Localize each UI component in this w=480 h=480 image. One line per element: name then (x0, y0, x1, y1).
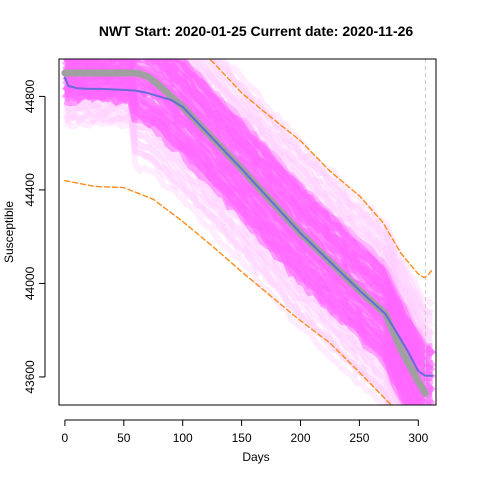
simulation-trajectory (63, 103, 400, 405)
y-tick-label: 43600 (23, 360, 37, 394)
simulation-trajectory (63, 110, 393, 405)
simulation-trajectory (194, 59, 433, 335)
simulation-trajectory (189, 59, 435, 341)
lower-bound-line (64, 179, 393, 405)
simulation-trajectory (169, 59, 436, 360)
x-axis-label: Days (242, 450, 269, 464)
y-axis-label: Susceptible (2, 201, 16, 263)
x-tick-label: 250 (349, 431, 369, 445)
y-tick-label: 44000 (23, 266, 37, 300)
x-axis: 0 50 100 150 200 250 300 (62, 419, 429, 445)
simulation-trajectory (63, 59, 436, 371)
observed-line (63, 76, 434, 377)
plot-area (61, 59, 436, 405)
series-layer (61, 59, 434, 405)
simulation-trajectory (64, 107, 393, 405)
x-tick-label: 150 (232, 431, 252, 445)
simulation-trajectory (213, 59, 434, 316)
simulation-trajectory (62, 118, 388, 405)
simulation-trajectory (193, 59, 433, 336)
simulation-trajectory (62, 102, 402, 405)
chart-title: NWT Start: 2020-01-25 Current date: 2020… (99, 23, 414, 39)
x-tick-label: 0 (62, 431, 69, 445)
y-tick-label: 44800 (23, 79, 37, 113)
x-tick-label: 100 (173, 431, 193, 445)
simulation-trajectory (211, 59, 434, 317)
simulation-trajectory (200, 59, 435, 331)
x-tick-label: 200 (291, 431, 311, 445)
y-axis: 43600 44000 44400 44800 (23, 79, 46, 394)
x-tick-label: 300 (408, 431, 428, 445)
upper-bound-line (207, 59, 434, 279)
simulation-trajectory (62, 100, 401, 405)
simulation-trajectory (62, 105, 397, 405)
y-tick-label: 44400 (23, 173, 37, 207)
simulation-trajectory (186, 59, 434, 346)
simulation-trajectory (204, 59, 433, 324)
plot-frame (58, 58, 437, 406)
simulation-trajectory (208, 59, 434, 320)
x-tick-label: 50 (117, 431, 131, 445)
simulation-trajectory (62, 108, 392, 405)
simulation-trajectory (185, 59, 434, 344)
